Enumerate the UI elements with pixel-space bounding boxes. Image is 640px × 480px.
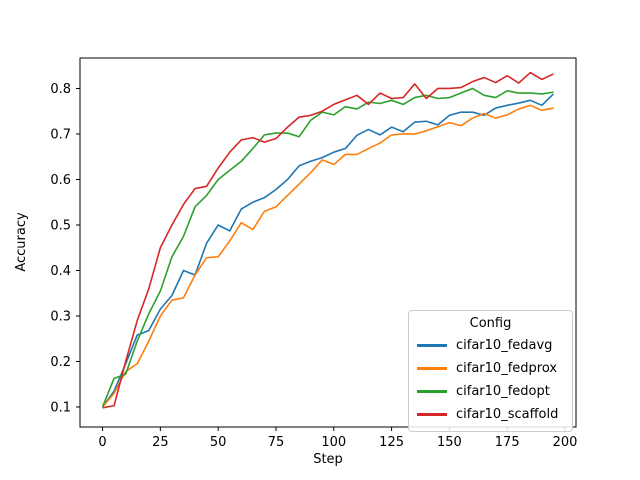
y-axis-label: Accuracy [14, 212, 29, 272]
y-tick-label: 0.5 [50, 218, 71, 233]
legend-line-swatch-fedprox [417, 367, 447, 370]
x-tick-label: 200 [553, 435, 578, 450]
y-axis-ticks: 0.1 0.2 0.3 0.4 0.5 0.6 0.7 0.8 [50, 82, 80, 415]
legend-item: cifar10_fedopt [417, 380, 564, 403]
y-tick-label: 0.7 [50, 127, 71, 142]
x-tick-label: 100 [321, 435, 346, 450]
legend-label: cifar10_fedavg [456, 338, 553, 353]
legend-item: cifar10_scaffold [417, 403, 564, 426]
y-tick-label: 0.4 [50, 264, 71, 279]
y-tick-label: 0.8 [50, 82, 71, 97]
x-tick-label: 125 [379, 435, 404, 450]
axes-frame [79, 57, 577, 428]
series-lines [101, 71, 555, 409]
x-axis-label: Step [313, 452, 343, 467]
legend-item: cifar10_fedprox [417, 357, 564, 380]
legend-line-swatch-scaffold [417, 413, 447, 416]
series-line-cifar10_scaffold [102, 71, 554, 409]
x-tick-label: 75 [268, 435, 285, 450]
legend-label: cifar10_fedprox [456, 361, 558, 376]
y-tick-label: 0.2 [50, 355, 71, 370]
y-tick-label: 0.6 [50, 173, 71, 188]
x-tick-label: 25 [152, 435, 169, 450]
series-line-cifar10_fedavg [101, 93, 555, 408]
y-tick-label: 0.1 [50, 400, 71, 415]
legend-label: cifar10_scaffold [456, 407, 559, 422]
series-line-cifar10_fedopt [101, 87, 554, 408]
x-tick-label: 150 [437, 435, 462, 450]
x-tick-label: 175 [495, 435, 520, 450]
x-axis-ticks: 0 25 50 75 100 125 150 175 200 [98, 427, 577, 450]
y-tick-label: 0.3 [50, 309, 71, 324]
legend-item: cifar10_fedavg [417, 334, 564, 357]
legend-line-swatch-fedopt [417, 390, 447, 393]
legend: Config cifar10_fedavg cifar10_fedprox ci… [408, 310, 573, 432]
legend-title: Config [469, 316, 512, 331]
x-tick-label: 0 [98, 435, 106, 450]
x-tick-label: 50 [210, 435, 227, 450]
series-line-cifar10_fedprox [101, 104, 554, 408]
legend-label: cifar10_fedopt [456, 384, 550, 399]
legend-line-swatch-fedavg [417, 344, 447, 347]
